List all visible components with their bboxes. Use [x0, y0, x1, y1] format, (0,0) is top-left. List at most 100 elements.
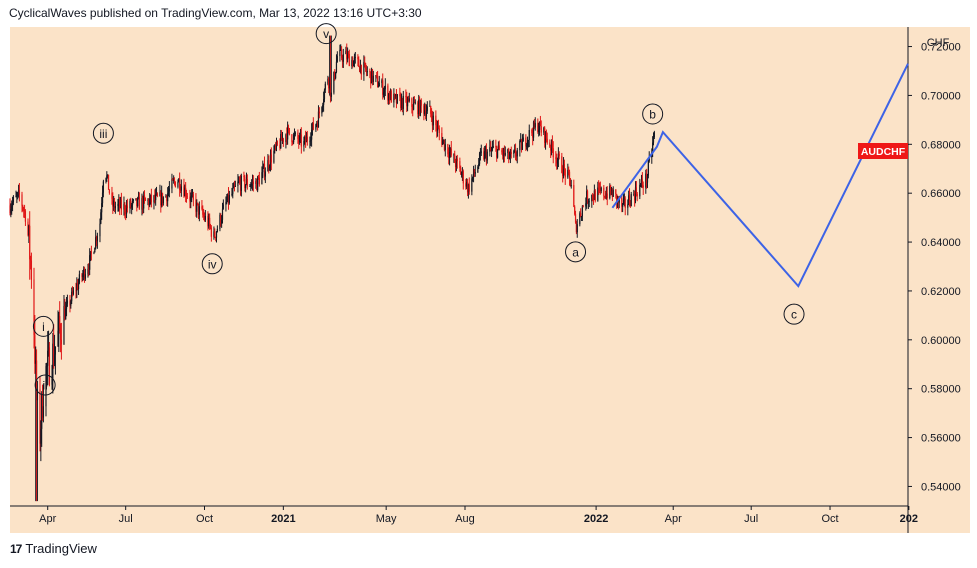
candle-body: [258, 177, 260, 185]
candle-body: [501, 150, 503, 153]
candle-body: [591, 195, 593, 202]
candle-body: [222, 204, 224, 209]
price-tick-label: 0.72000: [921, 42, 961, 54]
candle-body: [288, 128, 290, 135]
candle-body: [477, 166, 479, 173]
candle-body: [478, 153, 481, 164]
candle-body: [538, 121, 541, 130]
candle-body: [354, 57, 356, 58]
time-axis-ticks: Apr Jul Oct 2021 May Aug 2022 Apr Jul Oct 202: [39, 506, 918, 525]
candle-body: [497, 145, 500, 150]
candle-body: [502, 152, 504, 156]
candle-body: [516, 150, 518, 157]
candle-body: [448, 151, 451, 158]
candle-body: [604, 196, 607, 199]
currency-label: CHF: [927, 37, 950, 49]
candle-body: [610, 185, 612, 194]
candle-body: [485, 149, 488, 161]
wave-label-ii[interactable]: ii: [34, 374, 56, 396]
candle-body: [618, 198, 620, 203]
candle-body: [299, 135, 301, 143]
candle-body: [154, 195, 156, 201]
candle-body: [29, 259, 32, 261]
elliott-projection-line[interactable]: [611, 63, 909, 288]
wave-label-v[interactable]: v: [315, 23, 337, 45]
candle-body: [179, 190, 182, 191]
candle-body: [328, 78, 330, 89]
candle-body: [635, 187, 637, 194]
candle-body: [197, 203, 200, 215]
candle-body: [267, 160, 269, 172]
candle-body: [418, 99, 421, 115]
candle-body: [335, 72, 337, 79]
candle-body: [382, 92, 385, 95]
candle-body: [291, 134, 293, 143]
candle-body: [622, 199, 625, 204]
tradingview-logo[interactable]: 17 TradingView: [10, 541, 97, 556]
candle-body: [251, 183, 253, 186]
candle-body: [642, 185, 644, 188]
candle-body: [82, 274, 84, 278]
wave-label-b[interactable]: b: [642, 103, 664, 125]
candle-body: [574, 206, 576, 215]
candle-body: [185, 196, 188, 198]
candle-body: [634, 187, 637, 201]
candle-body: [528, 130, 530, 140]
candle-body: [396, 94, 398, 104]
candle-body: [648, 157, 650, 162]
candle-body: [454, 154, 456, 163]
candle-body: [99, 223, 101, 237]
candle-body: [652, 137, 655, 143]
candle-body: [567, 169, 569, 178]
candle-body: [40, 428, 42, 444]
svg-text:c: c: [791, 308, 797, 322]
candle-body: [113, 201, 115, 207]
candle-body: [64, 305, 66, 320]
candle-body: [615, 189, 617, 194]
wave-label-c[interactable]: c: [783, 303, 805, 325]
candle-body: [165, 195, 167, 198]
candle-body: [257, 176, 259, 191]
candle-body: [640, 184, 642, 186]
last-price-badge[interactable]: AUDCHF: [858, 143, 908, 159]
candle-body: [509, 151, 512, 157]
candle-body: [155, 193, 158, 195]
candle-body: [264, 171, 266, 177]
candle-body: [449, 148, 452, 152]
candle-body: [437, 126, 440, 129]
candle-body: [70, 301, 72, 306]
candle-body: [113, 201, 116, 209]
candle-body: [88, 268, 90, 270]
candle-body: [286, 134, 288, 140]
wave-label-iv[interactable]: iv: [201, 253, 223, 275]
wave-label-i[interactable]: i: [32, 315, 54, 337]
candle-body: [84, 274, 87, 279]
candle-body: [78, 274, 81, 283]
candle-body: [210, 227, 212, 237]
candle-body: [388, 93, 391, 100]
candle-body: [153, 195, 155, 203]
candle-body: [16, 195, 18, 197]
candle-body: [53, 343, 55, 364]
candle-body: [166, 195, 168, 202]
candle-body: [27, 221, 29, 235]
candle-body: [149, 199, 151, 206]
candle-body: [33, 279, 35, 335]
candle-body: [347, 53, 349, 60]
candle-body: [246, 179, 248, 187]
candle-body: [220, 214, 222, 224]
svg-text:a: a: [572, 245, 579, 259]
wave-label-a[interactable]: a: [565, 241, 587, 263]
candle-body: [455, 158, 458, 168]
candle-body: [180, 186, 182, 191]
candle-body: [370, 69, 373, 84]
candle-body: [514, 149, 516, 151]
candle-body: [72, 290, 75, 294]
wave-label-iii[interactable]: iii: [92, 122, 114, 144]
candle-body: [216, 228, 218, 232]
candle-body: [653, 132, 655, 138]
candle-body: [588, 201, 590, 203]
candle-body: [9, 205, 11, 214]
candle-body: [526, 140, 529, 146]
